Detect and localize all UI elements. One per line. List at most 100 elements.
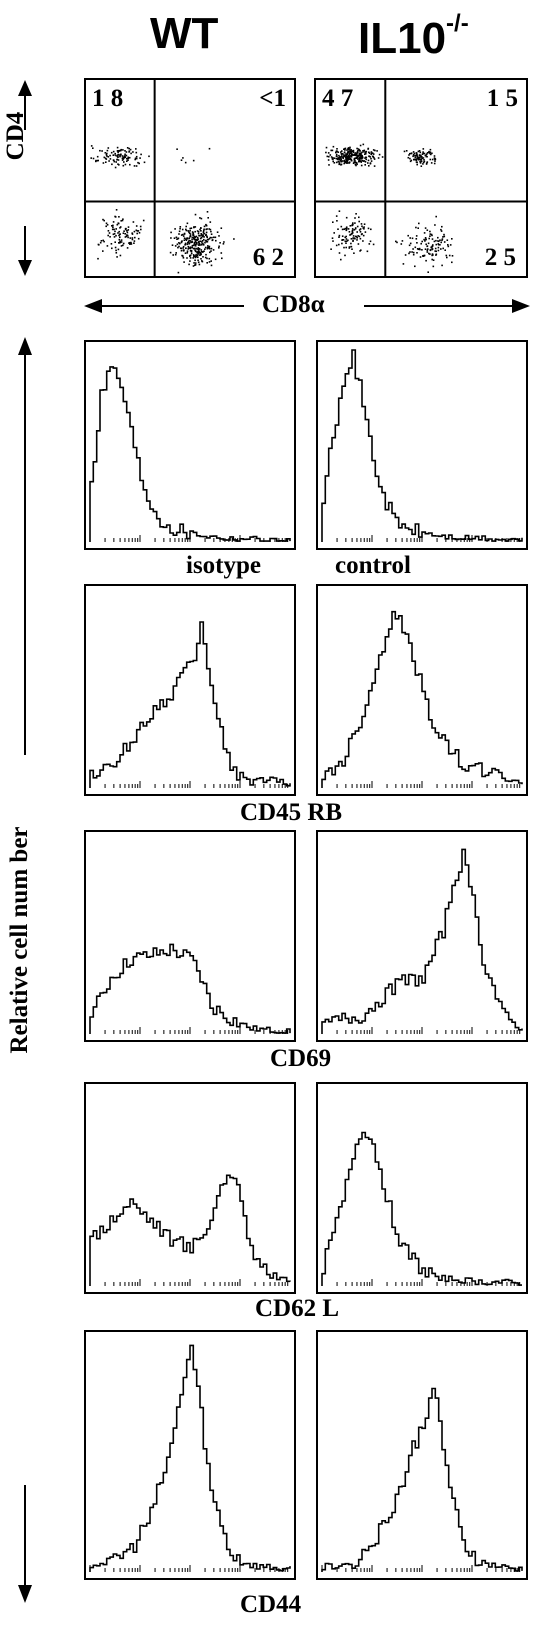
event-dot — [347, 147, 350, 149]
event-dot — [348, 150, 350, 152]
event-dot — [192, 159, 195, 162]
event-dot — [362, 240, 364, 242]
event-dot — [189, 233, 192, 235]
event-dot — [137, 230, 140, 232]
event-dot — [206, 257, 208, 260]
event-dot — [188, 237, 191, 239]
event-dot — [451, 255, 454, 257]
event-dot — [326, 155, 329, 158]
event-dot — [202, 242, 204, 245]
event-dot — [106, 245, 109, 247]
event-dot — [357, 149, 359, 152]
event-dot — [194, 236, 197, 239]
event-dot — [352, 151, 355, 154]
event-dot — [135, 165, 138, 167]
event-dot — [197, 232, 200, 235]
event-dot — [343, 151, 346, 154]
event-dot — [182, 250, 185, 252]
event-dot — [444, 249, 446, 251]
event-dot — [433, 157, 436, 159]
event-dot — [428, 252, 430, 255]
event-dot — [409, 251, 411, 253]
event-dot — [206, 241, 208, 243]
event-dot — [170, 231, 172, 234]
event-dot — [203, 238, 205, 241]
event-dot — [177, 246, 179, 249]
event-dot — [105, 222, 108, 225]
event-dot — [194, 230, 196, 233]
event-dot — [348, 246, 351, 248]
event-dot — [354, 222, 356, 224]
event-dot — [107, 147, 110, 149]
event-dot — [426, 251, 429, 253]
event-dot — [198, 234, 200, 237]
event-dot — [135, 229, 138, 232]
event-dot — [441, 225, 443, 228]
event-dot — [118, 216, 120, 218]
event-dot — [127, 236, 129, 239]
event-dot — [410, 152, 413, 155]
event-dot — [350, 158, 353, 161]
event-dot — [199, 237, 202, 240]
event-dot — [409, 237, 411, 239]
event-dot — [345, 160, 347, 163]
event-dot — [332, 157, 334, 159]
event-dot — [441, 239, 443, 242]
event-dot — [113, 236, 116, 238]
event-dot — [359, 228, 362, 230]
histogram-series-wt — [89, 1174, 291, 1286]
event-dot — [346, 160, 349, 162]
event-dot — [210, 233, 213, 235]
event-dot — [201, 260, 203, 262]
event-dot — [425, 155, 428, 158]
event-dot — [367, 227, 370, 230]
event-dot — [415, 235, 418, 237]
event-dot — [205, 253, 207, 256]
event-dot — [367, 162, 369, 164]
event-dot — [333, 162, 336, 164]
event-dot — [442, 236, 444, 238]
histogram-series-wt — [89, 1344, 291, 1572]
event-dot — [208, 147, 211, 150]
event-dot — [360, 249, 362, 251]
event-dot — [129, 148, 132, 151]
event-dot — [119, 227, 121, 229]
event-dot — [402, 263, 405, 265]
event-dot — [346, 159, 349, 161]
event-dot — [433, 240, 436, 243]
event-dot — [417, 227, 419, 229]
event-dot — [195, 239, 197, 241]
event-dot — [195, 247, 197, 250]
event-dot — [434, 224, 436, 226]
event-dot — [113, 160, 116, 163]
event-dot — [204, 256, 207, 259]
event-dot — [417, 150, 420, 153]
event-dot — [345, 235, 347, 238]
event-dot — [440, 230, 443, 232]
event-dot — [432, 244, 434, 246]
event-dot — [95, 160, 97, 163]
cd8a-axis-label: CD8α — [262, 291, 325, 318]
event-dot — [109, 158, 112, 160]
event-dot — [186, 250, 189, 252]
event-dot — [343, 148, 345, 150]
event-dot — [429, 230, 431, 233]
event-dot — [355, 213, 357, 215]
event-dot — [119, 154, 121, 156]
event-dot — [435, 243, 438, 246]
event-dot — [356, 237, 358, 239]
event-dot — [186, 243, 189, 246]
event-dot — [422, 157, 425, 159]
event-dot — [369, 240, 372, 243]
row-label-cd44: CD44 — [240, 1591, 302, 1618]
event-dot — [341, 235, 344, 237]
event-dot — [343, 162, 345, 165]
event-dot — [423, 254, 425, 257]
event-dot — [345, 216, 348, 219]
event-dot — [354, 157, 356, 160]
event-dot — [345, 154, 347, 157]
event-dot — [431, 152, 433, 155]
event-dot — [377, 157, 380, 159]
event-dot — [434, 160, 436, 162]
event-dot — [138, 162, 140, 165]
